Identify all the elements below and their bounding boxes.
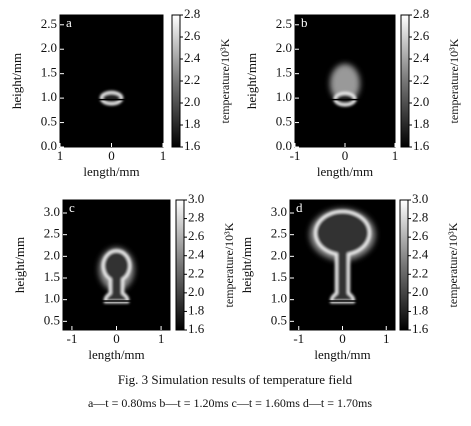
colorbar-tick-label: 2.6: [412, 228, 429, 243]
colorbar: [400, 14, 410, 148]
x-tick-label: 1: [392, 148, 399, 163]
y-axis-label: height/mm: [244, 53, 259, 109]
y-tick-label: 2.0: [276, 40, 292, 55]
x-tick-label: -1: [293, 331, 304, 346]
colorbar-tick-label: 2.0: [413, 94, 429, 109]
colorbar-tick-label: 2.8: [412, 210, 428, 225]
x-tick-label: 0: [108, 148, 115, 163]
y-tick-label: 2.5: [41, 16, 57, 31]
colorbar: [175, 199, 185, 331]
y-tick-label: 2.0: [44, 247, 60, 262]
x-tick-label: 1: [57, 148, 64, 163]
colorbar-tick-label: 2.2: [188, 265, 204, 280]
y-axis-label: height/mm: [9, 53, 24, 109]
hot-region: [101, 249, 132, 304]
y-tick-label: 2.0: [41, 40, 57, 55]
x-tick-label: 0: [342, 148, 349, 163]
colorbar-tick-label: 2.0: [412, 284, 428, 299]
colorbar-tick-label: 2.2: [412, 265, 428, 280]
temperature-field: [99, 90, 124, 106]
temperature-field: [309, 208, 376, 304]
y-tick-label: 1.0: [271, 291, 287, 306]
colorbar-tick-label: 2.8: [188, 210, 204, 225]
colorbar-tick-label: 1.6: [413, 138, 430, 153]
colorbar-label: temperature/10³K: [222, 222, 236, 307]
y-tick-label: 1.5: [271, 269, 287, 284]
colorbar-tick-label: 1.6: [188, 321, 205, 336]
x-axis-label: length/mm: [88, 347, 144, 362]
y-tick-label: 0.5: [271, 312, 287, 327]
y-axis-label: height/mm: [12, 237, 27, 293]
colorbar-tick-label: 2.2: [184, 72, 200, 87]
colorbar-tick-label: 2.4: [188, 247, 205, 262]
x-axis-label: length/mm: [317, 164, 373, 179]
hot-ring: [99, 90, 124, 106]
glow: [330, 63, 360, 103]
y-tick-label: 1.0: [44, 291, 60, 306]
y-tick-label: 1.5: [276, 65, 292, 80]
colorbar-label: temperature/10³K: [446, 222, 460, 307]
panel-label: b: [301, 15, 308, 30]
colorbar-tick-label: 2.0: [188, 284, 204, 299]
x-axis-label: length/mm: [83, 164, 139, 179]
colorbar-tick-label: 2.4: [184, 50, 201, 65]
y-tick-label: 0.5: [41, 114, 57, 129]
colorbar-tick-label: 2.8: [413, 6, 429, 21]
hot-region: [313, 209, 372, 304]
y-tick-label: 1.0: [276, 89, 292, 104]
colorbar-tick-label: 1.6: [184, 138, 201, 153]
colorbar-tick-label: 1.8: [188, 302, 204, 317]
colorbar-label: temperature/10³K: [218, 38, 232, 123]
y-tick-label: 1.5: [44, 269, 60, 284]
x-tick-label: -1: [66, 331, 77, 346]
colorbar-tick-label: 2.4: [413, 50, 430, 65]
y-tick-label: 1.5: [41, 65, 57, 80]
x-axis-label: length/mm: [314, 347, 370, 362]
colorbar-tick-label: 2.6: [184, 28, 201, 43]
colorbar-tick-label: 2.4: [412, 247, 429, 262]
colorbar-tick-label: 1.8: [412, 302, 428, 317]
temperature-field: [330, 63, 360, 107]
colorbar-tick-label: 2.6: [188, 228, 205, 243]
x-tick-label: 1: [158, 331, 165, 346]
y-tick-label: 2.5: [276, 16, 292, 31]
colorbar-tick-label: 1.6: [412, 321, 429, 336]
colorbar-tick-label: 2.2: [413, 72, 429, 87]
y-tick-label: 2.0: [271, 247, 287, 262]
x-tick-label: 1: [160, 148, 167, 163]
colorbar-tick-label: 2.8: [184, 6, 200, 21]
panel-label: d: [296, 200, 303, 215]
x-tick-label: 1: [383, 331, 390, 346]
colorbar-tick-label: 2.6: [413, 28, 430, 43]
colorbar: [399, 199, 409, 331]
y-tick-label: 0.0: [276, 138, 292, 153]
x-tick-label: 0: [113, 331, 120, 346]
x-tick-label: -1: [290, 148, 301, 163]
y-tick-label: 1.0: [41, 89, 57, 104]
y-tick-label: 0.5: [44, 312, 60, 327]
caption-title: Fig. 3 Simulation results of temperature…: [118, 372, 353, 387]
y-tick-label: 2.5: [44, 226, 60, 241]
caption-legend: a—t = 0.80ms b—t = 1.20ms c—t = 1.60ms d…: [88, 396, 372, 410]
y-tick-label: 3.0: [44, 204, 60, 219]
colorbar-tick-label: 2.0: [184, 94, 200, 109]
colorbar-tick-label: 1.8: [184, 116, 200, 131]
y-tick-label: 0.5: [276, 114, 292, 129]
x-tick-label: 0: [339, 331, 346, 346]
panel-label: c: [69, 200, 75, 215]
y-tick-label: 3.0: [271, 204, 287, 219]
temperature-field: [98, 247, 135, 304]
colorbar-tick-label: 1.8: [413, 116, 429, 131]
panel-label: a: [66, 15, 72, 30]
colorbar-tick-label: 3.0: [188, 191, 204, 206]
y-axis-label: height/mm: [239, 237, 254, 293]
colorbar-tick-label: 3.0: [412, 191, 428, 206]
colorbar: [171, 14, 181, 148]
y-tick-label: 0.0: [41, 138, 57, 153]
colorbar-label: temperature/10³K: [447, 38, 461, 123]
y-tick-label: 2.5: [271, 226, 287, 241]
plot-area: [59, 14, 164, 148]
